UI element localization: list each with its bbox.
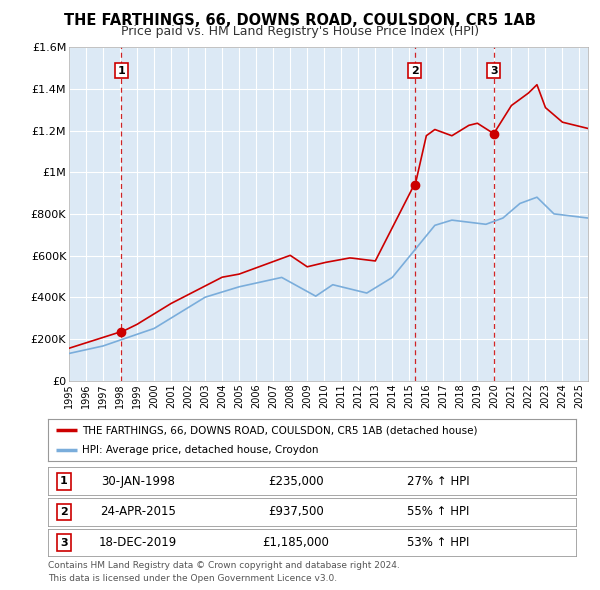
Text: 27% ↑ HPI: 27% ↑ HPI [407,475,470,488]
Text: Price paid vs. HM Land Registry's House Price Index (HPI): Price paid vs. HM Land Registry's House … [121,25,479,38]
Text: 1: 1 [118,65,125,76]
Text: Contains HM Land Registry data © Crown copyright and database right 2024.: Contains HM Land Registry data © Crown c… [48,561,400,570]
Text: £235,000: £235,000 [268,475,324,488]
Text: 3: 3 [490,65,497,76]
Text: 2: 2 [411,65,418,76]
Text: This data is licensed under the Open Government Licence v3.0.: This data is licensed under the Open Gov… [48,574,337,583]
Text: HPI: Average price, detached house, Croydon: HPI: Average price, detached house, Croy… [82,445,319,455]
Text: 30-JAN-1998: 30-JAN-1998 [101,475,175,488]
Text: THE FARTHINGS, 66, DOWNS ROAD, COULSDON, CR5 1AB (detached house): THE FARTHINGS, 66, DOWNS ROAD, COULSDON,… [82,425,478,435]
Text: £937,500: £937,500 [268,506,324,519]
Text: 1: 1 [60,476,68,486]
Text: 3: 3 [60,537,68,548]
Text: 55% ↑ HPI: 55% ↑ HPI [407,506,469,519]
Text: 2: 2 [60,507,68,517]
Text: £1,185,000: £1,185,000 [263,536,329,549]
Text: 24-APR-2015: 24-APR-2015 [100,506,176,519]
Text: 18-DEC-2019: 18-DEC-2019 [98,536,177,549]
Text: THE FARTHINGS, 66, DOWNS ROAD, COULSDON, CR5 1AB: THE FARTHINGS, 66, DOWNS ROAD, COULSDON,… [64,13,536,28]
Text: 53% ↑ HPI: 53% ↑ HPI [407,536,469,549]
